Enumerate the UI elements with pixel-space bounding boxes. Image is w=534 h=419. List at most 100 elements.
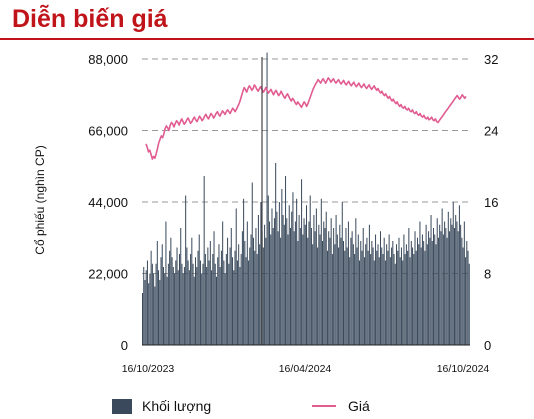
- volume-bar: [370, 254, 372, 345]
- volume-bar: [397, 250, 399, 345]
- volume-bar: [275, 163, 277, 345]
- volume-bar: [144, 280, 146, 345]
- volume-bar: [347, 221, 349, 345]
- volume-bar: [384, 260, 386, 345]
- volume-bar: [416, 237, 418, 345]
- volume-bar: [354, 254, 356, 345]
- volume-bar: [458, 205, 460, 345]
- volume-bar: [289, 228, 291, 345]
- volume-bar: [259, 244, 261, 345]
- legend-item-volume: Khối lượng: [112, 396, 211, 416]
- volume-bar: [156, 241, 158, 345]
- volume-bar: [447, 211, 449, 345]
- volume-bar: [339, 224, 341, 345]
- volume-bar: [388, 234, 390, 345]
- volume-bar: [456, 221, 458, 345]
- price-line: [145, 77, 467, 160]
- volume-bar: [155, 263, 157, 345]
- volume-bar: [181, 263, 183, 345]
- volume-bar: [306, 205, 308, 345]
- volume-bar: [408, 228, 410, 345]
- volume-bar: [392, 241, 394, 345]
- volume-bar: [196, 267, 198, 345]
- volume-bar: [334, 244, 336, 345]
- volume-bar: [238, 244, 240, 345]
- volume-bar: [399, 257, 401, 345]
- volume-bar: [457, 231, 459, 345]
- volume-bar: [167, 263, 169, 345]
- volume-bar: [293, 231, 295, 345]
- volume-bar: [280, 237, 282, 345]
- volume-bar: [400, 247, 402, 345]
- volume-bar: [255, 228, 257, 345]
- volume-bar: [452, 202, 454, 345]
- volume-bar: [180, 228, 182, 345]
- volume-bar: [198, 234, 200, 345]
- right-tick-label: 8: [484, 267, 491, 282]
- volume-bar: [175, 260, 177, 345]
- volume-bar: [281, 189, 283, 345]
- volume-bar: [433, 228, 435, 345]
- volume-bar: [182, 273, 184, 345]
- volume-bar: [159, 280, 161, 345]
- volume-bar: [202, 263, 204, 345]
- volume-bar: [435, 244, 437, 345]
- volume-bar: [393, 254, 395, 345]
- volume-bar: [378, 257, 380, 345]
- volume-bar: [191, 237, 193, 345]
- volume-bar: [465, 257, 467, 345]
- volume-bar: [418, 244, 420, 345]
- volume-bar: [344, 250, 346, 345]
- volume-bar: [330, 218, 332, 345]
- volume-bar: [195, 257, 197, 345]
- volume-bar: [389, 257, 391, 345]
- volume-bar: [288, 205, 290, 345]
- volume-bar: [164, 273, 166, 345]
- volume-bar: [379, 231, 381, 345]
- volume-bar: [351, 231, 353, 345]
- volume-bar: [463, 221, 465, 345]
- page-title: Diễn biến giá: [12, 5, 168, 33]
- volume-bars: [142, 52, 470, 345]
- volume-bar: [308, 221, 310, 345]
- volume-bar: [143, 267, 145, 345]
- volume-bar: [407, 250, 409, 345]
- volume-bar: [186, 247, 188, 345]
- volume-bar: [449, 231, 451, 345]
- volume-bar: [223, 260, 225, 345]
- volume-bar: [287, 234, 289, 345]
- volume-bar: [208, 260, 210, 345]
- volume-bar: [413, 254, 415, 345]
- volume-bar: [146, 260, 148, 345]
- volume-bar: [307, 237, 309, 345]
- volume-bar: [217, 257, 219, 345]
- volume-bar: [240, 254, 242, 345]
- volume-bar: [328, 231, 330, 345]
- volume-bar: [420, 247, 422, 345]
- volume-bar: [342, 241, 344, 345]
- volume-bar: [313, 215, 315, 345]
- volume-bar: [188, 270, 190, 345]
- volume-bar: [266, 52, 268, 345]
- volume-bar: [227, 237, 229, 345]
- volume-bar: [441, 208, 443, 345]
- legend-label-price: Giá: [348, 398, 370, 414]
- volume-bar: [331, 254, 333, 345]
- volume-bar: [215, 276, 217, 345]
- volume-bar: [151, 263, 153, 345]
- volume-bar: [442, 234, 444, 345]
- volume-bar: [426, 244, 428, 345]
- volume-bar: [460, 224, 462, 345]
- volume-bar: [160, 257, 162, 345]
- volume-bar: [365, 244, 367, 345]
- volume-bar: [249, 247, 251, 345]
- volume-bar: [376, 250, 378, 345]
- volume-bar: [405, 244, 407, 345]
- volume-bar: [150, 250, 152, 345]
- volume-bar: [228, 263, 230, 345]
- legend-item-price: Giá: [312, 396, 370, 416]
- volume-bar: [251, 182, 253, 345]
- left-tick-label: 44,000: [88, 195, 128, 210]
- volume-bar: [278, 202, 280, 345]
- volume-bar: [317, 247, 319, 345]
